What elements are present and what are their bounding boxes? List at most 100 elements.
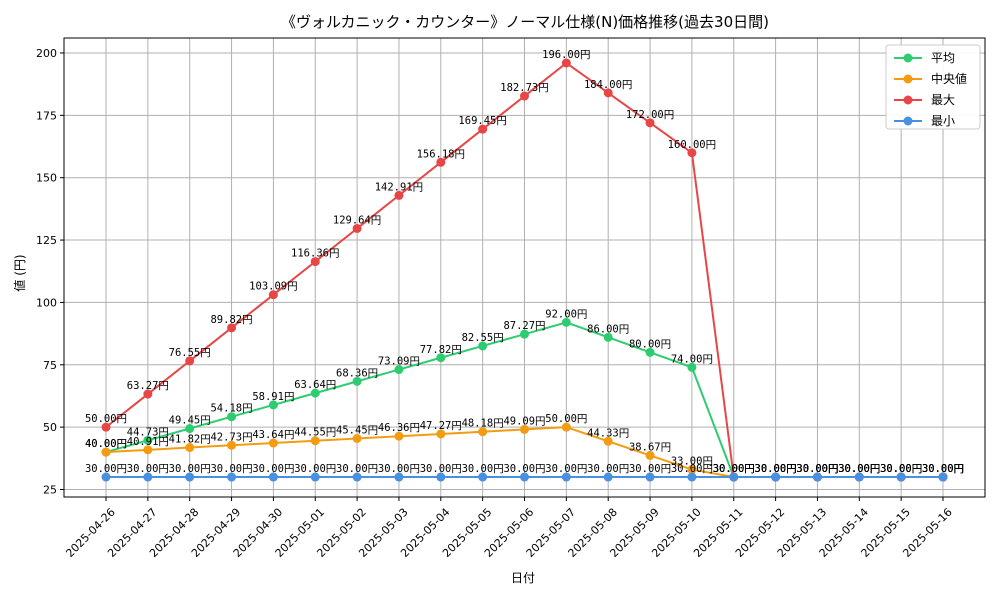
data-label: 41.82円: [169, 434, 211, 446]
data-label: 44.73円: [127, 426, 169, 438]
data-point: [520, 329, 529, 339]
legend-entry: 平均: [931, 51, 955, 65]
data-label: 77.82円: [420, 344, 462, 356]
data-point: [687, 148, 697, 158]
y-tick-label: 25: [43, 484, 57, 497]
series-lines: [101, 58, 948, 482]
data-label: 196.00円: [542, 49, 590, 61]
data-label: 30.00円: [462, 463, 504, 475]
y-tick-label: 75: [43, 359, 57, 372]
data-label: 30.00円: [922, 463, 964, 475]
data-point: [352, 434, 362, 444]
data-label: 87.27円: [503, 320, 545, 332]
data-label: 30.00円: [127, 463, 169, 475]
data-label: 182.73円: [500, 82, 548, 94]
y-tick-label: 175: [36, 109, 57, 122]
data-point: [478, 427, 488, 437]
data-point: [812, 472, 822, 482]
data-point: [143, 389, 153, 399]
data-label: 30.00円: [169, 463, 211, 475]
data-point: [143, 445, 153, 455]
data-label: 47.27円: [420, 420, 462, 432]
y-tick-label: 100: [36, 296, 57, 309]
data-label: 68.36円: [336, 367, 378, 379]
data-point: [352, 223, 362, 233]
data-label: 30.00円: [252, 463, 294, 475]
legend-marker: [903, 95, 913, 105]
data-point: [520, 472, 529, 482]
data-label: 30.00円: [838, 463, 880, 475]
data-point: [394, 365, 404, 375]
data-label: 30.00円: [545, 463, 587, 475]
data-point: [143, 472, 153, 482]
data-label: 33.00円: [671, 456, 713, 468]
data-label: 48.18円: [462, 418, 504, 430]
data-label: 184.00円: [584, 79, 632, 91]
data-point: [478, 124, 488, 134]
data-label: 142.91円: [375, 181, 423, 193]
data-point: [436, 429, 446, 439]
data-point: [603, 436, 613, 446]
data-label: 50.00円: [85, 413, 127, 425]
data-point: [227, 472, 237, 482]
data-label: 116.36円: [291, 248, 339, 260]
data-point: [394, 431, 404, 441]
data-label: 160.00円: [668, 139, 716, 151]
data-label: 30.00円: [755, 463, 797, 475]
legend-entry: 中央値: [931, 71, 967, 86]
data-point: [101, 472, 111, 482]
data-point: [896, 472, 906, 482]
y-tick-label: 50: [43, 421, 57, 434]
y-axis-label: 値 (円): [12, 254, 27, 291]
data-point: [268, 290, 278, 300]
data-label: 92.00円: [545, 308, 587, 320]
data-label: 40.00円: [85, 438, 127, 450]
data-label: 30.00円: [294, 463, 336, 475]
data-label: 30.00円: [755, 463, 797, 475]
data-point: [645, 472, 655, 482]
legend-marker: [903, 116, 913, 126]
data-label: 80.00円: [629, 338, 671, 350]
data-point: [185, 356, 195, 366]
data-label: 49.09円: [503, 415, 545, 427]
legend-marker: [903, 53, 913, 63]
data-label: 54.18円: [210, 403, 252, 415]
y-tick-label: 150: [36, 172, 57, 185]
data-point: [185, 443, 195, 453]
data-label: 30.00円: [796, 463, 838, 475]
legend-entry: 最大: [931, 93, 955, 107]
axes: 2025-04-262025-04-272025-04-282025-04-29…: [36, 37, 986, 560]
data-label: 30.00円: [713, 463, 755, 475]
data-point: [185, 424, 195, 434]
data-point: [227, 412, 237, 422]
data-point: [436, 353, 446, 363]
data-point: [478, 341, 488, 351]
data-label: 30.00円: [85, 463, 127, 475]
data-point: [645, 347, 655, 357]
data-label: 40.00円: [85, 438, 127, 450]
data-label: 30.00円: [378, 463, 420, 475]
data-label: 103.09円: [249, 281, 297, 293]
data-point: [352, 376, 362, 386]
data-label: 44.33円: [587, 427, 629, 439]
data-point: [143, 435, 153, 445]
data-point: [310, 388, 320, 398]
data-point: [520, 91, 529, 101]
data-point: [520, 424, 529, 434]
data-label: 30.00円: [336, 463, 378, 475]
data-point: [101, 447, 111, 457]
data-point: [687, 362, 697, 372]
data-point: [310, 436, 320, 446]
data-point: [227, 323, 237, 333]
data-point: [478, 472, 488, 482]
data-label: 30.00円: [713, 463, 755, 475]
data-point: [268, 472, 278, 482]
data-label: 30.00円: [880, 463, 922, 475]
data-label: 30.00円: [587, 463, 629, 475]
data-label: 30.00円: [880, 463, 922, 475]
data-label: 86.00円: [587, 323, 629, 335]
data-label: 30.00円: [420, 463, 462, 475]
